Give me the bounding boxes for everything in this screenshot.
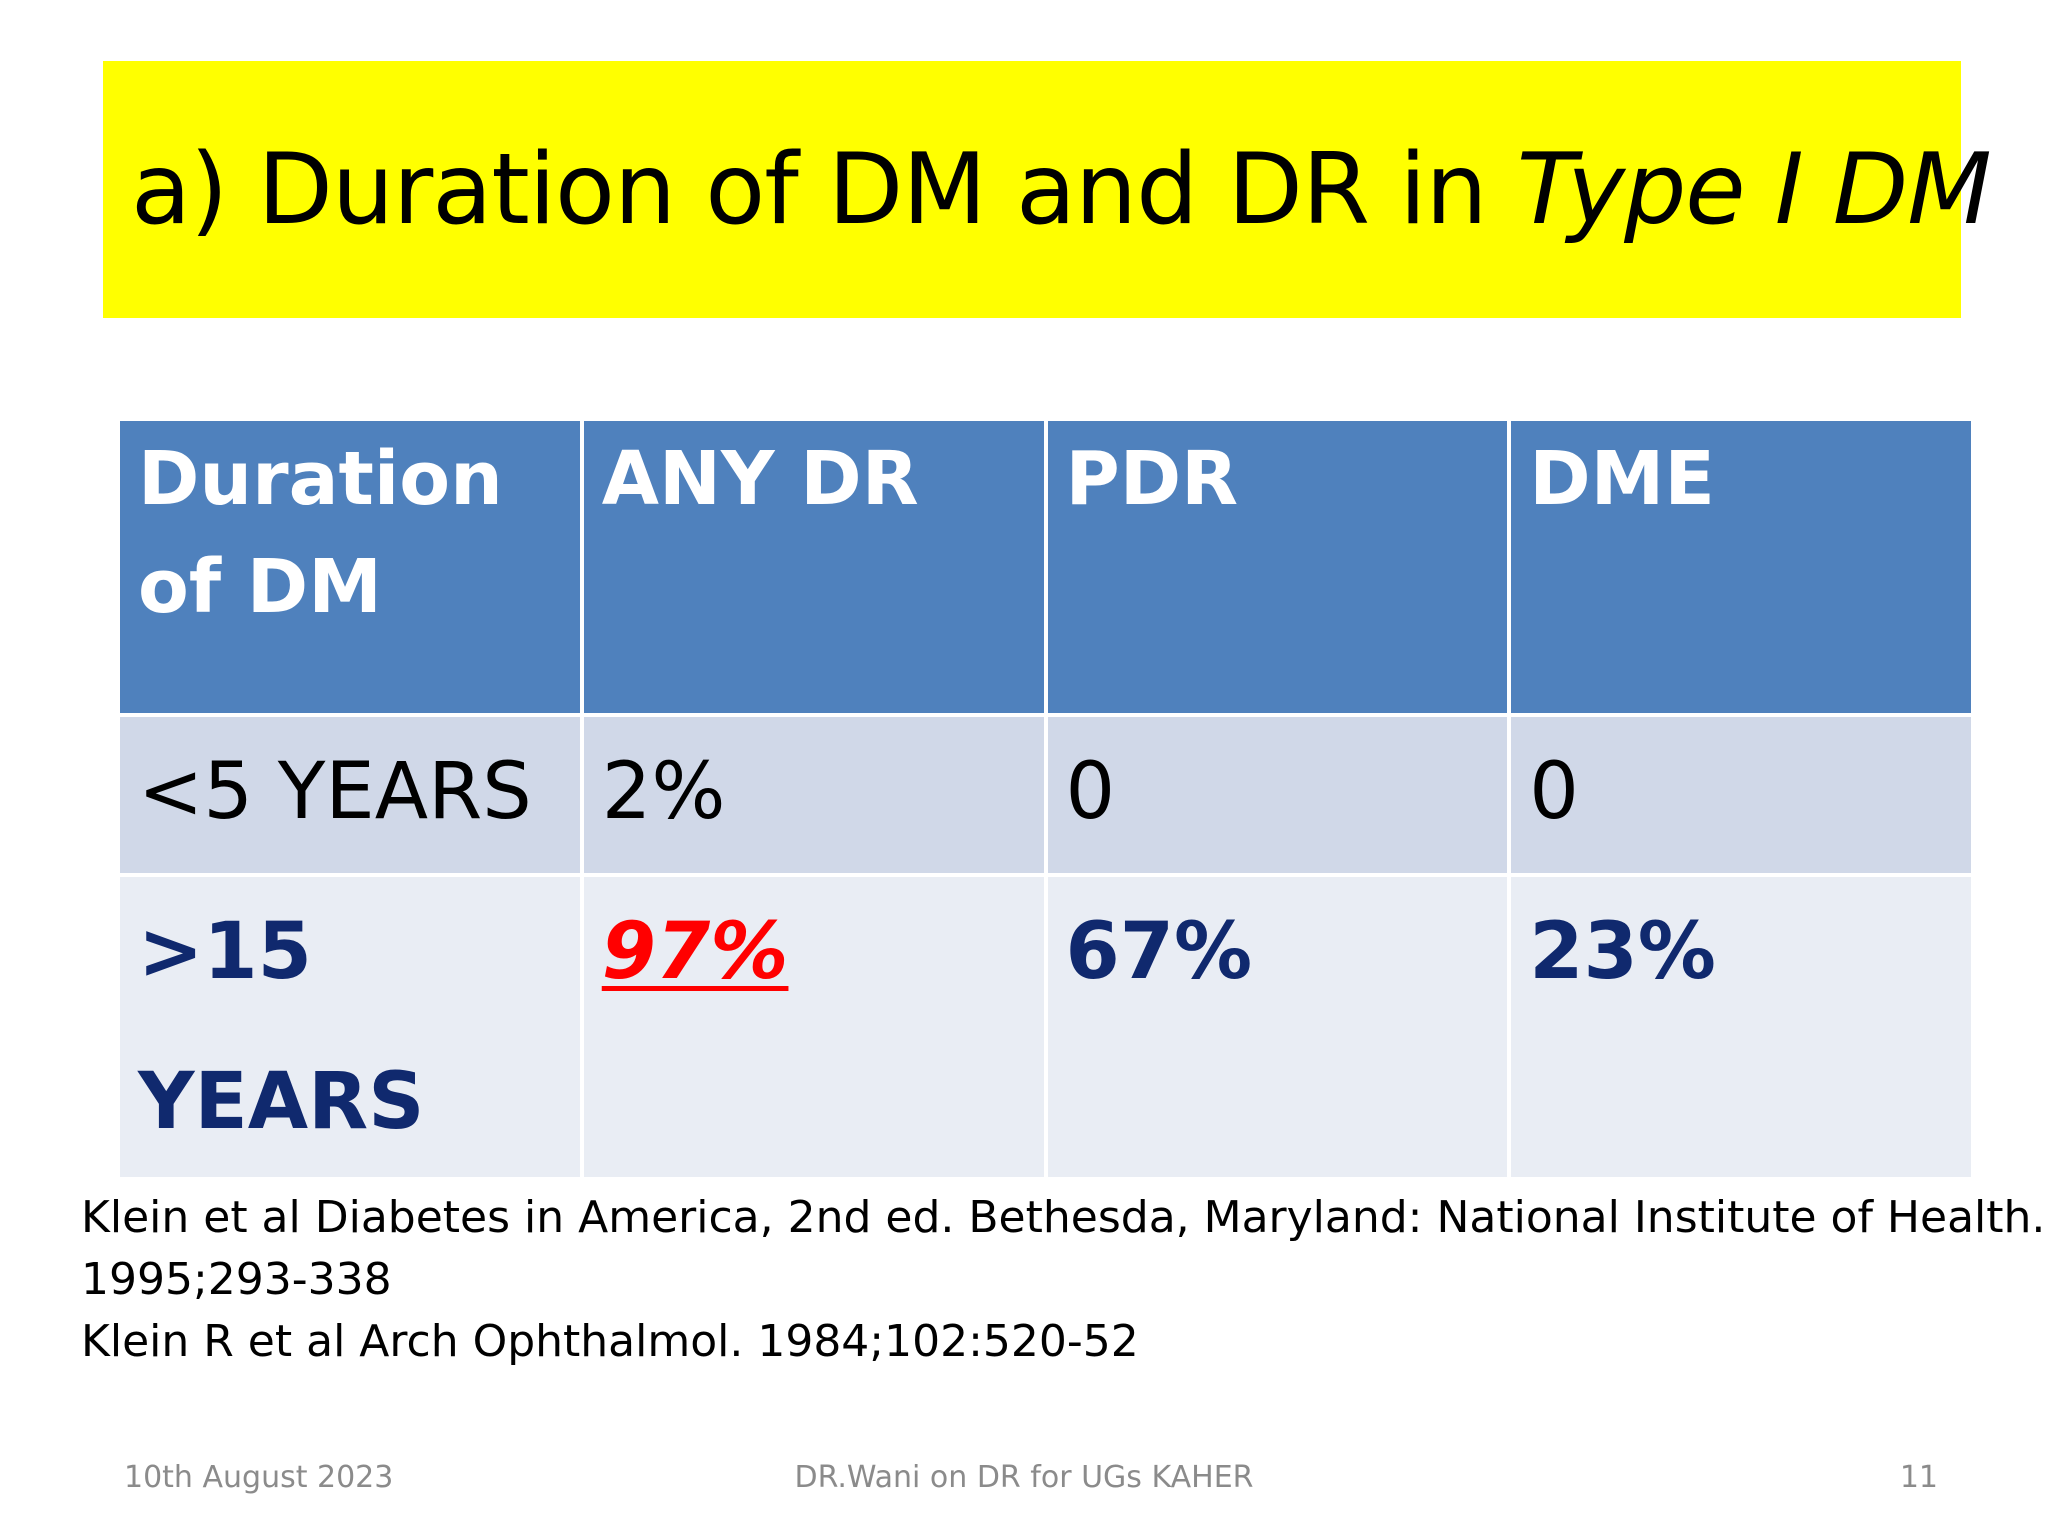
cell-any-dr-highlight: 97% [579,873,1048,1181]
table-row: >15 YEARS 97% 67% 23% [116,873,1975,1181]
cell-duration: >15 YEARS [116,873,584,1181]
reference-line: Klein et al Diabetes in America, 2nd ed.… [81,1192,2046,1243]
header-pdr: PDR [1043,417,1512,717]
cell-dme: 23% [1507,873,1975,1181]
cell-any-dr: 2% [579,713,1048,877]
data-table: Duration of DM ANY DR PDR DME <5 YEARS 2… [116,417,1975,1181]
table-header-row: Duration of DM ANY DR PDR DME [116,417,1975,717]
reference-line: 1995;293-338 [81,1254,392,1305]
reference-line: Klein R et al Arch Ophthalmol. 1984;102:… [81,1316,1139,1367]
footer-presenter: DR.Wani on DR for UGs KAHER [794,1460,1254,1495]
title-band: a) Duration of DM and DR in Type I DM [103,61,1992,318]
slide-title-plain: a) Duration of DM and DR in [131,132,1517,247]
footer-date: 10th August 2023 [124,1460,394,1495]
references: Klein et al Diabetes in America, 2nd ed.… [81,1187,2046,1373]
footer-page-number: 11 [1899,1460,1938,1495]
table-row: <5 YEARS 2% 0 0 [116,713,1975,877]
header-dme: DME [1507,417,1975,717]
slide-title-italic: Type I DM [1516,132,1992,247]
cell-dme: 0 [1507,713,1975,877]
cell-pdr: 0 [1043,713,1512,877]
cell-pdr: 67% [1043,873,1512,1181]
header-any-dr: ANY DR [579,417,1048,717]
slide-title: a) Duration of DM and DR in Type I DM [131,141,1992,239]
header-duration: Duration of DM [116,417,584,717]
cell-duration: <5 YEARS [116,713,584,877]
